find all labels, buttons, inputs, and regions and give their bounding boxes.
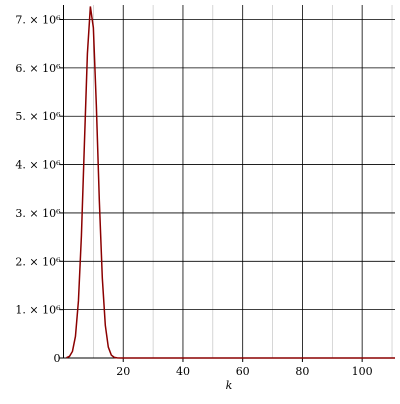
x-axis-label: k [226, 379, 233, 392]
y-tick-label: 6. × 10⁶ [15, 62, 61, 75]
data-line [66, 6, 395, 359]
y-tick-label: 3. × 10⁶ [15, 207, 61, 220]
y-tick-label: 5. × 10⁶ [15, 110, 61, 123]
y-tick-label: 2. × 10⁶ [15, 255, 61, 268]
x-tick-label: 100 [352, 365, 373, 378]
y-tick-label: 4. × 10⁶ [15, 159, 61, 172]
y-tick-label: 1. × 10⁶ [15, 304, 61, 317]
x-tick-label: 40 [176, 365, 190, 378]
x-tick-label: 20 [116, 365, 130, 378]
x-tick-label: 60 [236, 365, 250, 378]
y-tick-label: 7. × 10⁶ [15, 14, 61, 27]
y-tick-label: 0 [54, 352, 61, 365]
x-tick-label: 80 [295, 365, 309, 378]
